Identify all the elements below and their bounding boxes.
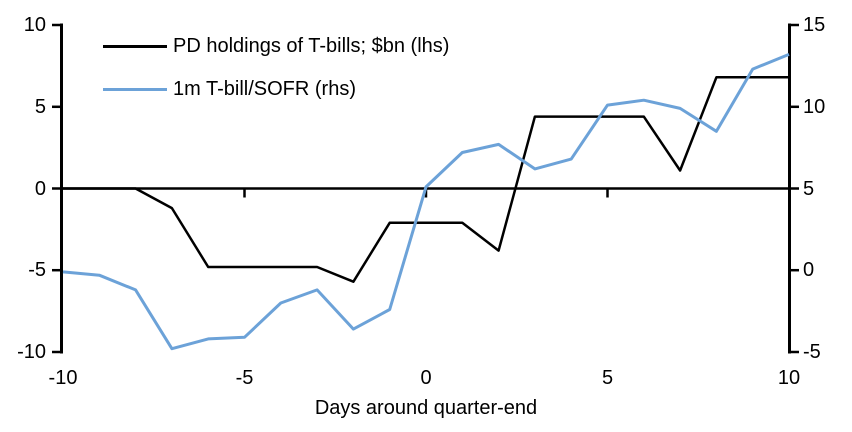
pd-holdings-line	[63, 76, 789, 283]
legend-swatch-pd-holdings	[103, 45, 167, 48]
x-axis-tick-label: -5	[235, 367, 254, 389]
right-axis-tick-label: 5	[803, 177, 815, 200]
left-axis-tick-label: -10	[17, 341, 46, 363]
left-axis-tick-label: 0	[34, 177, 46, 200]
left-axis-tick-label: 10	[23, 14, 46, 36]
right-axis-tick-label: -5	[803, 341, 821, 363]
tbill-sofr-line	[62, 53, 790, 351]
legend-swatch-tbill-sofr	[103, 88, 167, 91]
left-axis-tick-label: -5	[28, 259, 46, 282]
left-axis-tick-label: 5	[34, 95, 46, 118]
legend-label-pd-holdings: PD holdings of T-bills; $bn (lhs)	[173, 35, 450, 57]
x-axis-tick-label: 5	[601, 367, 614, 389]
x-axis-tick-label: 10	[777, 367, 801, 389]
right-axis-tick-label: 0	[803, 259, 815, 282]
x-axis-tick-label: 0	[420, 367, 432, 389]
legend-label-tbill-sofr: 1m T-bill/SOFR (rhs)	[173, 78, 356, 100]
right-axis-tick-label: 15	[803, 14, 826, 36]
right-axis-tick-label: 10	[803, 95, 826, 118]
left-axis-ticks	[52, 23, 61, 354]
right-axis-ticks	[790, 23, 799, 354]
x-axis-title: Days around quarter-end	[314, 397, 538, 419]
x-axis-tick-label: -10	[48, 367, 78, 389]
